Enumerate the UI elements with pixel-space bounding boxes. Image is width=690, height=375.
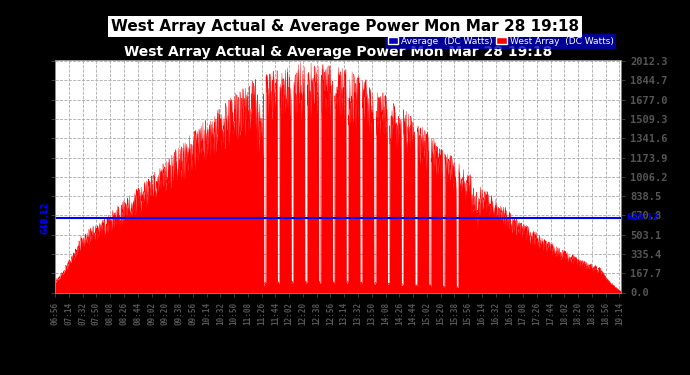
Text: 648.12: 648.12 bbox=[627, 213, 659, 222]
Legend: Average  (DC Watts), West Array  (DC Watts): Average (DC Watts), West Array (DC Watts… bbox=[385, 34, 616, 49]
Text: West Array Actual & Average Power Mon Mar 28 19:18: West Array Actual & Average Power Mon Ma… bbox=[111, 19, 579, 34]
Title: West Array Actual & Average Power Mon Mar 28 19:18: West Array Actual & Average Power Mon Ma… bbox=[124, 45, 552, 59]
Text: Copyright 2016 Cartronics.com: Copyright 2016 Cartronics.com bbox=[55, 38, 200, 47]
Text: 648.12: 648.12 bbox=[41, 201, 50, 234]
